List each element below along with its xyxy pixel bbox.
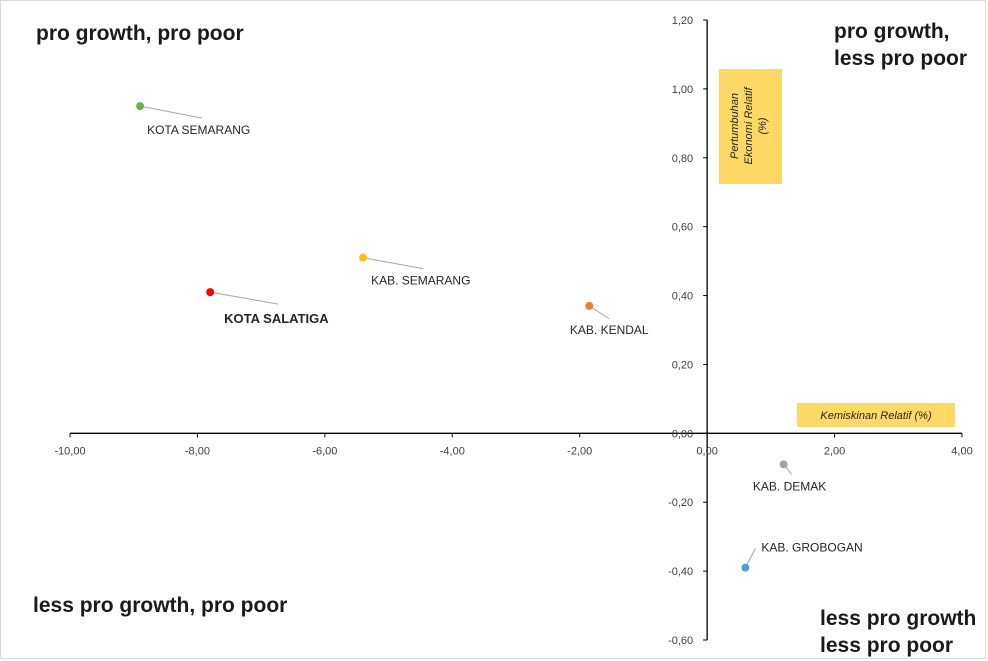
y-tick-label: 0,00 xyxy=(672,428,693,440)
data-label: KAB. SEMARANG xyxy=(371,274,470,288)
x-axis-title-background xyxy=(797,403,955,427)
data-point-group: KAB. GROBOGAN xyxy=(741,541,863,572)
data-point-group: KOTA SALATIGA xyxy=(206,288,329,326)
x-tick-label: 0,00 xyxy=(696,445,717,457)
leader-line xyxy=(210,291,279,305)
y-tick-label: -0,60 xyxy=(668,635,693,647)
x-axis-title-text: Kemiskinan Relatif (%) xyxy=(820,410,932,422)
data-point-group: KAB. KENDAL xyxy=(570,301,649,337)
data-point xyxy=(779,460,788,469)
y-tick-label: 0,60 xyxy=(672,222,693,234)
y-tick-label: 0,80 xyxy=(672,153,693,165)
quadrant-label-top-right: pro growth, less pro poor xyxy=(834,20,967,70)
y-axis-title-background xyxy=(719,69,782,184)
x-tick-label: -6,00 xyxy=(312,445,337,457)
data-point-group: KAB. SEMARANG xyxy=(359,253,470,288)
x-axis-title: Kemiskinan Relatif (%) xyxy=(797,403,955,427)
x-tick-label: -2,00 xyxy=(567,445,592,457)
y-tick-label: 1,20 xyxy=(672,15,693,27)
data-point xyxy=(206,288,215,297)
data-label: KOTA SALATIGA xyxy=(224,311,329,326)
y-axis-ticks: 1,20 1,00 0,80 0,60 0,40 0,20 0,00 -0,20 -0,40 -0… xyxy=(668,15,708,647)
y-tick-label: -0,40 xyxy=(668,566,693,578)
quadrant-label-bottom-right: less pro growth less pro poor xyxy=(820,607,976,657)
leader-line xyxy=(139,105,203,119)
quadrant-label-bottom-left: less pro growth, pro poor xyxy=(33,594,287,617)
x-tick-label: 2,00 xyxy=(824,445,845,457)
x-tick-label: 4,00 xyxy=(951,445,972,457)
data-label: KAB. KENDAL xyxy=(570,323,649,337)
y-axis-title: Pertumbuhan Ekonomi Relatif (%) xyxy=(719,69,782,184)
quadrant-label-top-left: pro growth, pro poor xyxy=(36,22,244,45)
y-tick-label: -0,20 xyxy=(668,497,693,509)
data-point xyxy=(359,253,368,262)
x-tick-label: -8,00 xyxy=(185,445,210,457)
y-axis-title-text: Pertumbuhan Ekonomi Relatif (%) xyxy=(729,87,769,165)
data-point xyxy=(585,301,594,310)
data-point-group: KAB. DEMAK xyxy=(753,460,826,493)
data-label: KAB. DEMAK xyxy=(753,479,826,493)
x-tick-label: -4,00 xyxy=(440,445,465,457)
data-point-group: KOTA SEMARANG xyxy=(136,102,250,137)
leader-line xyxy=(362,257,424,270)
y-tick-label: 1,00 xyxy=(672,84,693,96)
data-point xyxy=(741,563,750,572)
x-tick-label: -10,00 xyxy=(54,445,85,457)
data-point xyxy=(136,102,145,111)
x-axis-ticks: -10,00 -8,00 -6,00 -4,00 -2,00 0,00 2,00 4,00 xyxy=(54,433,973,457)
data-label: KOTA SEMARANG xyxy=(147,123,250,137)
y-tick-label: 0,40 xyxy=(672,291,693,303)
data-label: KAB. GROBOGAN xyxy=(761,541,862,555)
y-tick-label: 0,20 xyxy=(672,359,693,371)
